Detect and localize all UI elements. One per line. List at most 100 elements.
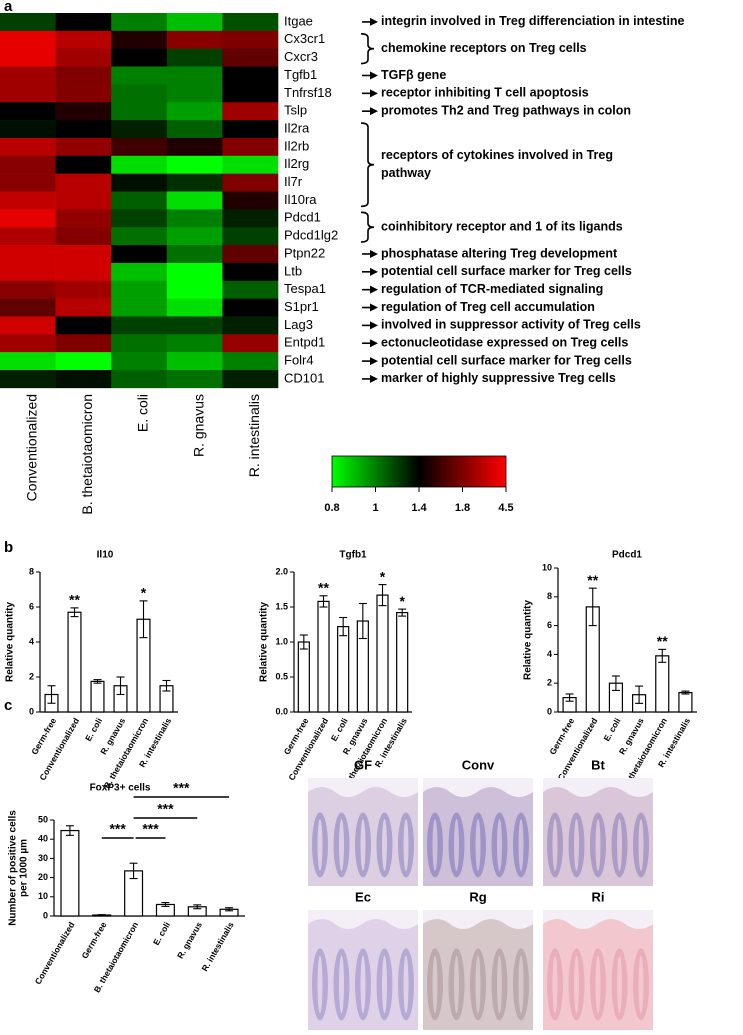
heatmap-cell <box>0 102 56 121</box>
bracket <box>360 122 375 208</box>
row-label: Il2ra <box>284 120 310 135</box>
heatmap-cell <box>55 280 112 299</box>
row-label: Tnfrsf18 <box>284 85 332 100</box>
bar <box>60 829 80 917</box>
heatmap-cell <box>166 120 223 139</box>
column-label: E. coli <box>135 394 151 432</box>
heatmap-cell <box>166 370 223 389</box>
heatmap-cell <box>166 298 223 317</box>
row-label: Cxcr3 <box>284 49 318 64</box>
heatmap-cell <box>111 370 168 389</box>
heatmap-cell <box>222 120 279 139</box>
heatmap-cell <box>111 48 168 67</box>
row-label: Itgae <box>284 13 313 28</box>
row-label: Pdcd1lg2 <box>284 228 338 243</box>
heatmap-cell <box>166 66 223 85</box>
heatmap-cell <box>166 173 223 192</box>
heatmap-cell <box>111 280 168 299</box>
crypt-lumen <box>360 955 366 1014</box>
y-tick-label: 10 <box>38 891 48 901</box>
crypt-lumen <box>432 819 438 871</box>
tissue-edge <box>423 910 533 929</box>
crypt-lumen <box>403 819 409 871</box>
column-label: Conventionalized <box>24 394 40 501</box>
heatmap-cell <box>222 280 279 299</box>
bar <box>297 641 310 713</box>
heatmap-cell <box>166 155 223 174</box>
heatmap-cell <box>222 316 279 335</box>
crypt-lumen <box>360 819 366 871</box>
y-tick-label: 20 <box>38 872 48 882</box>
y-tick-label: 1.0 <box>275 636 288 646</box>
chart-title: FoxP3+ cells <box>90 783 151 794</box>
chart-title: Pdcd1 <box>612 550 642 561</box>
heatmap-cell <box>222 155 279 174</box>
arrow-head <box>370 339 378 348</box>
heatmap-cell <box>55 30 112 49</box>
micrograph-label: Ri <box>592 889 605 904</box>
heatmap-cell <box>222 173 279 192</box>
y-tick-label: 40 <box>38 834 48 844</box>
annotation: chemokine receptors on Treg cells <box>381 41 587 55</box>
annotation: pathway <box>381 166 431 180</box>
heatmap-cell <box>55 245 112 264</box>
heatmap-cell <box>111 245 168 264</box>
annotation: ectonucleotidase expressed on Treg cells <box>381 336 628 350</box>
panel-label: c <box>4 697 12 714</box>
row-label: Tespa1 <box>284 281 326 296</box>
y-tick-label: 2 <box>547 678 552 688</box>
significance: ** <box>318 580 329 596</box>
annotation: marker of highly suppressive Treg cells <box>381 371 616 385</box>
heatmap-cell <box>111 334 168 353</box>
y-tick-label: 0.5 <box>275 671 288 681</box>
bar <box>90 680 105 713</box>
row-label: Ptpn22 <box>284 245 325 260</box>
panel-label: a <box>4 0 13 15</box>
annotation: integrin involved in Treg differenciatio… <box>381 14 685 28</box>
row-label: Tgfb1 <box>284 67 317 82</box>
micrograph-label: Bt <box>591 757 605 772</box>
heatmap-cell <box>55 120 112 139</box>
heatmap-cell <box>166 227 223 246</box>
arrow-head <box>370 267 378 276</box>
heatmap-cell <box>111 120 168 139</box>
heatmap-cell <box>166 191 223 210</box>
heatmap-cell <box>111 13 168 32</box>
x-tick-label: Conventionalized <box>33 920 77 986</box>
x-tick-label: E. coli <box>601 716 622 743</box>
bar <box>655 655 670 713</box>
row-label: S1pr1 <box>284 299 319 314</box>
significance: * <box>399 593 405 609</box>
comparison-label: *** <box>173 780 190 796</box>
y-tick-label: 0 <box>43 910 48 920</box>
y-tick-label: 1.5 <box>275 601 288 611</box>
heatmap-cell <box>55 316 112 335</box>
micrograph-label: GF <box>354 757 372 772</box>
crypt-lumen <box>339 955 344 1014</box>
heatmap-cell <box>166 137 223 157</box>
heatmap-cell <box>222 30 279 49</box>
colorbar-tick-label: 1.4 <box>411 502 427 514</box>
colorbar-tick-label: 1 <box>372 502 378 514</box>
arrow-head <box>370 249 378 258</box>
heatmap-cell <box>222 262 279 282</box>
heatmap-cell <box>55 48 112 67</box>
crypt-lumen <box>382 819 387 871</box>
arrow-head <box>370 357 378 366</box>
colorbar-tick-label: 1.8 <box>455 502 470 514</box>
arrow-head <box>370 303 378 312</box>
heatmap-cell <box>222 209 279 228</box>
colorbar-tick-label: 0.8 <box>324 502 339 514</box>
row-label: Pdcd1 <box>284 210 321 225</box>
heatmap-cell <box>55 84 112 103</box>
heatmap-cell <box>222 352 279 371</box>
y-tick-label: 6 <box>29 601 34 611</box>
crypt-lumen <box>403 955 409 1014</box>
heatmap-cell <box>55 155 112 174</box>
arrow-head <box>370 89 378 98</box>
significance: ** <box>587 572 598 588</box>
y-tick-label: 30 <box>38 853 48 863</box>
tissue-edge <box>423 778 533 797</box>
row-label: Il10ra <box>284 192 317 207</box>
